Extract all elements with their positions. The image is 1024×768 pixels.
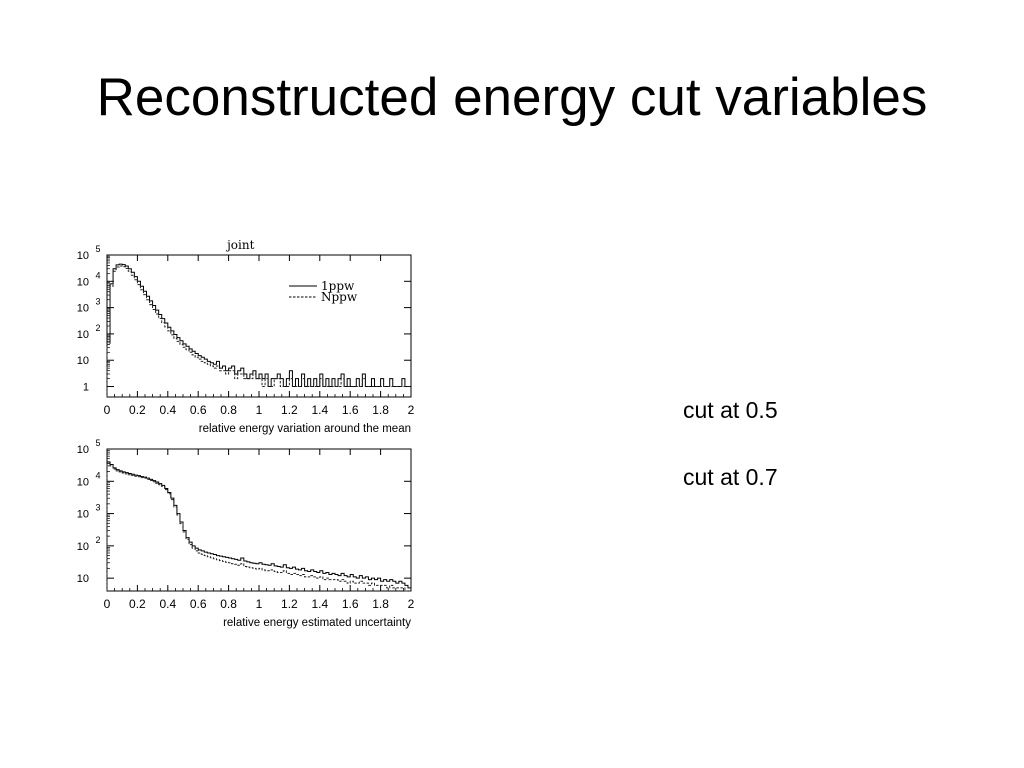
plot-title: joint [225,238,255,252]
y-tick-label: 10 [77,509,89,521]
y-tick-label: 10 [77,573,89,585]
x-axis-label: relative energy estimated uncertainty [223,617,411,629]
y-tick-label: 10 [77,476,89,488]
x-tick-label: 1.6 [342,403,359,417]
x-tick-label: 1.6 [342,597,359,611]
y-tick-label: 10 [77,329,89,341]
x-tick-label: 1 [256,403,263,417]
y-tick-exponent: 3 [95,297,100,307]
energy-uncertainty-panel: 0 0.2 0.4 0.6 0.8 1 1.2 1.4 1.6 1.8 2 10 10 2 10 3 10 4 10… [77,438,415,629]
x-tick-label: 2 [408,597,415,611]
series-Nppw-line [106,462,411,592]
x-tick-label: 1.4 [311,403,328,417]
y-tick-exponent: 4 [95,470,100,480]
y-tick-exponent: 3 [95,503,100,513]
energy-variation-panel: joint 0 0.2 0.4 0.6 0.8 1 1.2 1.4 1.6 1.8 2 1 10 10 2 10… [77,238,415,435]
x-tick-label: 2 [408,403,415,417]
legend-label-Nppw: Nppw [321,290,358,304]
x-tick-label: 0.8 [220,597,237,611]
y-tick-label: 10 [77,444,89,456]
y-tick-label: 10 [77,250,89,262]
series-1ppw-line [106,461,411,591]
slide-title: Reconstructed energy cut variables [96,68,928,127]
cut-note-2: cut at 0.7 [683,464,778,490]
x-tick-label: 1.8 [372,597,389,611]
y-tick-exponent: 5 [95,438,100,448]
x-tick-label: 0.4 [159,597,176,611]
y-tick-label: 10 [77,276,89,288]
y-tick-exponent: 4 [95,270,100,280]
x-tick-label: 0 [104,597,111,611]
y-tick-label: 10 [77,355,89,367]
x-tick-label: 1 [256,597,263,611]
x-tick-label: 0.2 [129,597,146,611]
plot-frame [106,448,412,592]
y-tick-exponent: 5 [95,244,100,254]
y-tick-exponent: 2 [95,535,100,545]
series-Nppw-line [106,265,411,397]
y-tick-label: 10 [77,303,89,315]
x-axis-label: relative energy variation around the mea… [199,423,411,435]
y-tick-exponent: 2 [95,323,100,333]
x-tick-label: 0.8 [220,403,237,417]
cut-note-1: cut at 0.5 [683,397,778,423]
y-tick-label: 10 [77,541,89,553]
x-tick-label: 0.4 [159,403,176,417]
y-tick-label: 1 [83,382,89,394]
x-tick-label: 1.2 [281,597,298,611]
x-tick-label: 1.4 [311,597,328,611]
x-tick-label: 1.2 [281,403,298,417]
x-tick-label: 0.2 [129,403,146,417]
x-tick-label: 0.6 [190,403,207,417]
legend-label-1ppw: 1ppw [321,279,355,293]
x-tick-label: 0 [104,403,111,417]
x-tick-label: 1.8 [372,403,389,417]
series-1ppw-line [106,263,411,397]
x-tick-label: 0.6 [190,597,207,611]
